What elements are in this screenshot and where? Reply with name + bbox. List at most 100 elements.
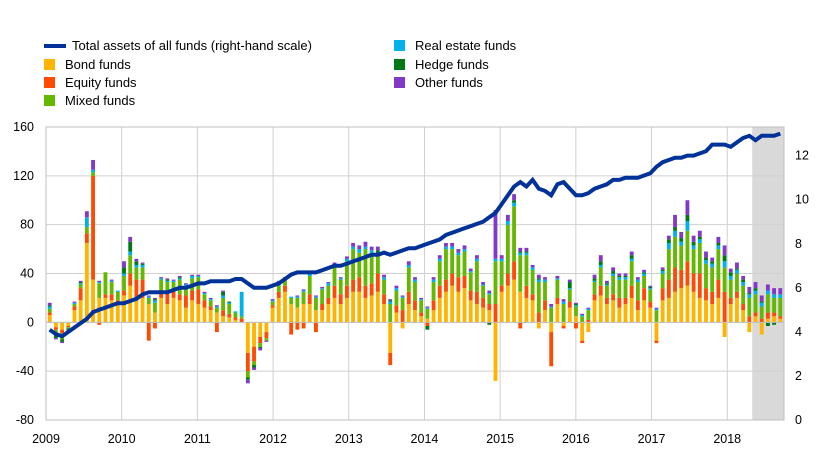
bar-segment-other [629,251,634,256]
bar-segment-other [394,285,399,289]
bar-segment-other [543,277,547,280]
y-right-tick-label: 10 [795,193,809,207]
bar-segment-equity [747,316,752,323]
bar-segment-realestate [512,202,516,207]
bar-segment-equity [685,261,690,286]
bar-segment-equity [549,332,554,367]
bar-segment-hedge [660,269,665,272]
bar-segment-other [128,236,133,242]
legend-swatch-bond [44,59,55,70]
bar-segment-hedge [772,322,777,325]
bar-segment-realestate [357,249,362,253]
bar-segment-equity [561,325,566,329]
bar-segment-bond [289,304,294,323]
bar-segment-bond [685,285,690,323]
bar-segment-other [375,246,380,251]
x-tick-label: 2012 [259,432,287,446]
bar-segment-hedge [153,299,157,301]
bar-segment-bond [320,310,325,323]
bar-segment-equity [91,175,95,280]
bar-segment-realestate [84,217,89,228]
bar-segment-hedge [747,293,752,295]
bar-segment-bond [301,304,306,323]
legend-item-hedge: Hedge funds [394,57,489,72]
bar-segment-bond [264,322,269,333]
legend-label-realestate: Real estate funds [415,38,517,53]
y-left-tick-label: -40 [16,364,34,378]
bar-segment-bond [741,310,746,323]
bar-segment-equity [772,312,777,317]
bar-segment-mixed [474,261,479,292]
bar-segment-bond [258,322,263,337]
bar-segment-mixed [697,242,702,274]
x-tick-label: 2009 [32,432,60,446]
bar-segment-other [499,255,504,259]
bar-segment-equity [128,273,133,286]
bar-segment-bond [245,322,250,353]
bar-segment-bond [487,310,492,323]
bar-segment-mixed [735,273,739,292]
bar-segment-equity [388,352,393,366]
bar-segment-bond [165,304,170,323]
bar-segment-realestate [128,251,133,256]
bar-segment-bond [728,304,733,323]
bar-segment-mixed [84,227,89,234]
bar-segment-bond [214,312,219,323]
x-tick-label: 2017 [638,432,666,446]
bar-segment-bond [747,322,752,333]
bar-segment-hedge [518,251,523,253]
bar-segment-equity [196,289,201,305]
bar-segment-bond [505,285,510,323]
bar-segment-realestate [214,306,219,308]
axes: -80 -40 0 40 80 120 160 0 2 4 6 8 10 12 2009 2010 2011 20… [13,120,809,446]
legend-item-line: Total assets of all funds (right-hand sc… [44,38,312,53]
bar-segment-other [400,295,405,297]
bar-segment-other [78,280,83,283]
bar-segment-mixed [326,285,331,298]
bar-segment-realestate [623,277,628,280]
y-left-tick-label: 120 [13,169,34,183]
bar-segment-equity [487,304,492,311]
bar-segment-bond [270,307,275,323]
bar-segment-other [252,367,256,370]
bar-segment-equity [233,317,238,320]
bar-segment-mixed [245,371,250,378]
bar-segment-mixed [53,329,58,334]
legend-label-hedge: Hedge funds [415,57,489,72]
bar-segment-equity [400,310,405,323]
bar-segment-hedge [177,277,182,279]
bar-segment-realestate [202,293,207,295]
bar-segment-hedge [735,268,739,270]
bar-segment-equity [190,290,195,301]
bar-segment-bond [115,304,120,323]
bar-segment-mixed [444,249,448,280]
bar-segment-hedge [375,250,380,253]
bar-segment-mixed [221,297,225,311]
bar-segment-equity [704,288,708,301]
plot-frame [45,126,785,421]
bar-segment-other [611,267,616,272]
bar-segment-equity [660,288,665,301]
bar-segment-other [146,295,151,297]
bar-segment-other [295,295,300,297]
bar-segment-realestate [153,300,157,303]
bar-segment-bond [400,322,405,329]
bar-segment-bond [778,318,783,323]
bar-segment-hedge [728,272,733,276]
bar-segment-mixed [351,249,356,280]
bar-segment-realestate [444,246,448,250]
bar-segment-hedge [605,283,609,285]
bar-segment-equity [66,325,71,328]
y-left-tick-label: 80 [20,218,34,232]
bar-segment-realestate [524,252,529,256]
bar-segment-other [536,274,541,279]
bar-segment-other [487,290,492,294]
bar-segment-equity [140,279,145,298]
bar-segment-mixed [283,279,287,286]
bar-segment-realestate [146,296,151,298]
bar-segment-mixed [611,275,616,295]
bar-segment-other [264,340,269,342]
bar-segment-hedge [425,325,430,330]
bar-segment-mixed [592,282,597,295]
bar-segment-mixed [128,255,133,274]
